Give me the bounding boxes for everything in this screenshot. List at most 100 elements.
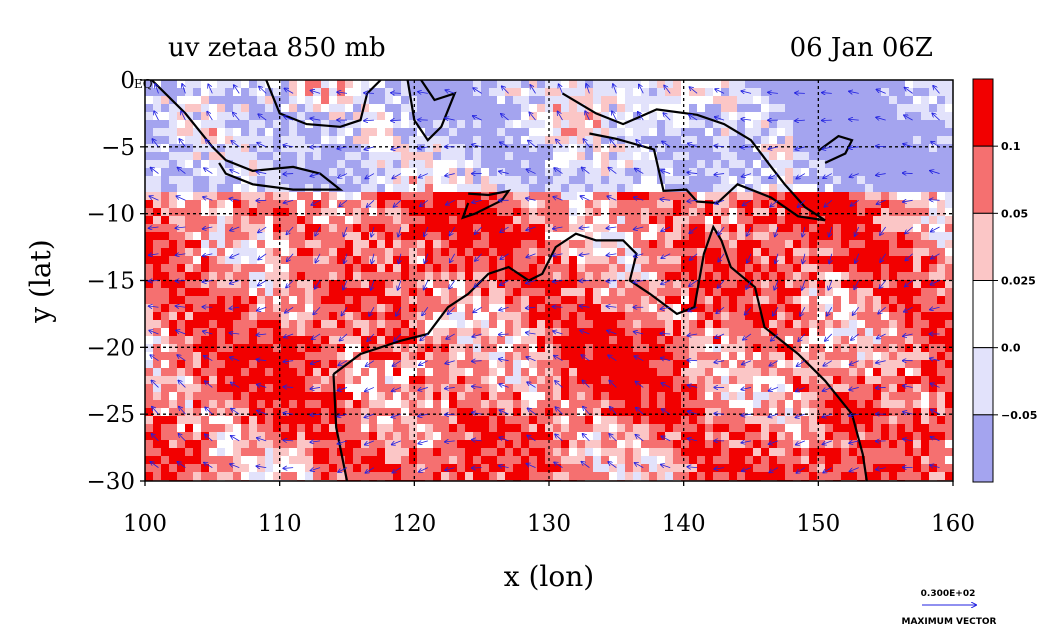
field-cell — [265, 440, 274, 449]
field-cell — [169, 376, 178, 385]
field-cell — [753, 88, 762, 97]
field-cell — [777, 144, 786, 153]
field-cell — [193, 344, 202, 353]
field-cell — [905, 136, 914, 145]
field-cell — [209, 352, 218, 361]
field-cell — [425, 464, 434, 473]
field-cell — [481, 336, 490, 345]
field-cell — [673, 400, 682, 409]
field-cell — [417, 216, 426, 225]
field-cell — [217, 256, 226, 265]
field-cell — [513, 200, 522, 209]
field-cell — [225, 376, 234, 385]
field-cell — [913, 320, 922, 329]
field-cell — [161, 376, 170, 385]
field-cell — [241, 112, 250, 121]
field-cell — [857, 96, 866, 105]
field-cell — [449, 176, 458, 185]
field-cell — [505, 128, 514, 137]
field-cell — [601, 184, 610, 193]
field-cell — [569, 464, 578, 473]
field-cell — [561, 448, 570, 457]
field-cell — [241, 408, 250, 417]
field-cell — [721, 424, 730, 433]
field-cell — [249, 216, 258, 225]
field-cell — [713, 320, 722, 329]
field-cell — [361, 456, 370, 465]
field-cell — [513, 456, 522, 465]
field-cell — [249, 376, 258, 385]
field-cell — [777, 424, 786, 433]
field-cell — [585, 160, 594, 169]
field-cell — [729, 336, 738, 345]
field-cell — [737, 328, 746, 337]
field-cell — [609, 448, 618, 457]
field-cell — [457, 256, 466, 265]
field-cell — [809, 424, 818, 433]
field-cell — [249, 264, 258, 273]
field-cell — [569, 400, 578, 409]
field-cell — [889, 312, 898, 321]
field-cell — [697, 304, 706, 313]
field-cell — [425, 208, 434, 217]
field-cell — [361, 288, 370, 297]
field-cell — [177, 408, 186, 417]
field-cell — [185, 96, 194, 105]
field-cell — [793, 344, 802, 353]
field-cell — [305, 152, 314, 161]
field-cell — [377, 176, 386, 185]
field-cell — [305, 320, 314, 329]
field-cell — [201, 232, 210, 241]
field-cell — [649, 352, 658, 361]
field-cell — [865, 352, 874, 361]
field-cell — [737, 368, 746, 377]
field-cell — [569, 312, 578, 321]
field-cell — [497, 288, 506, 297]
field-cell — [257, 368, 266, 377]
field-cell — [833, 368, 842, 377]
field-cell — [457, 144, 466, 153]
field-cell — [457, 80, 466, 89]
field-cell — [457, 448, 466, 457]
field-cell — [353, 416, 362, 425]
field-cell — [217, 96, 226, 105]
field-cell — [857, 424, 866, 433]
field-cell — [649, 152, 658, 161]
field-cell — [257, 264, 266, 273]
field-cell — [913, 280, 922, 289]
field-cell — [257, 328, 266, 337]
field-cell — [337, 184, 346, 193]
field-cell — [385, 128, 394, 137]
field-cell — [641, 144, 650, 153]
field-cell — [633, 144, 642, 153]
field-cell — [329, 168, 338, 177]
field-cell — [489, 344, 498, 353]
field-cell — [673, 248, 682, 257]
field-cell — [769, 416, 778, 425]
field-cell — [937, 112, 946, 121]
field-cell — [337, 424, 346, 433]
field-cell — [441, 280, 450, 289]
field-cell — [465, 464, 474, 473]
field-cell — [473, 320, 482, 329]
field-cell — [889, 344, 898, 353]
field-cell — [633, 96, 642, 105]
field-cell — [865, 232, 874, 241]
field-cell — [593, 248, 602, 257]
field-cell — [169, 224, 178, 233]
field-cell — [369, 320, 378, 329]
field-cell — [537, 112, 546, 121]
field-cell — [905, 288, 914, 297]
field-cell — [769, 216, 778, 225]
field-cell — [697, 248, 706, 257]
field-cell — [793, 160, 802, 169]
field-cell — [657, 392, 666, 401]
field-cell — [425, 424, 434, 433]
field-cell — [377, 280, 386, 289]
field-cell — [393, 304, 402, 313]
field-cell — [289, 232, 298, 241]
field-cell — [697, 424, 706, 433]
field-cell — [297, 328, 306, 337]
field-cell — [353, 208, 362, 217]
field-cell — [305, 368, 314, 377]
